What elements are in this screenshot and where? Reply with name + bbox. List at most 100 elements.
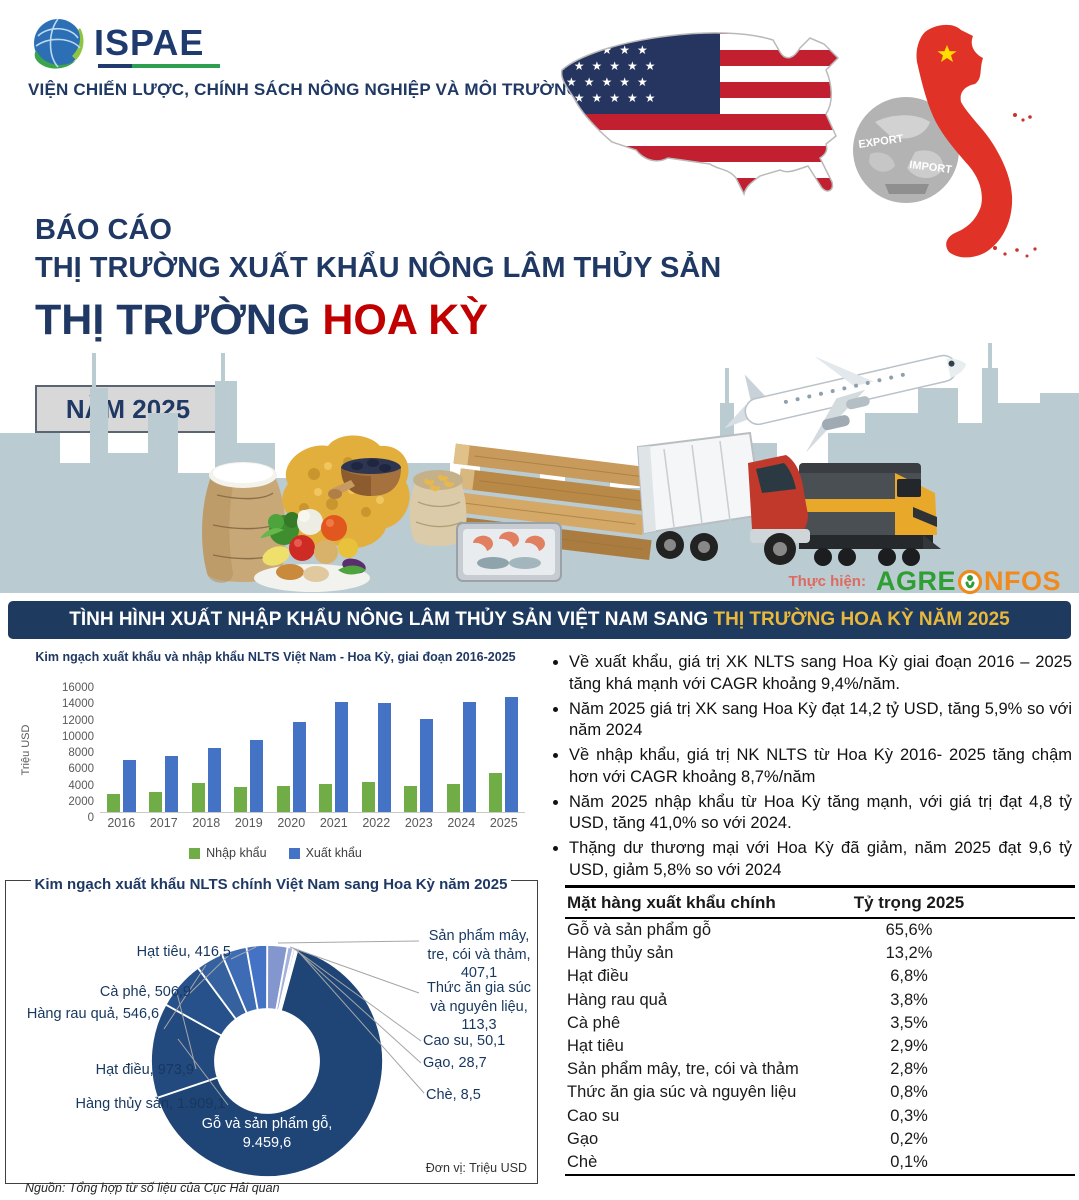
- logo-underline-navy: [98, 64, 132, 68]
- bar-group: [276, 682, 306, 812]
- summary-bullet: Về nhập khẩu, giá trị NK NLTS từ Hoa Kỳ …: [569, 745, 1072, 789]
- bar-nhập-khẩu: [404, 786, 418, 812]
- bar-chart-legend: Nhập khẩu Xuất khẩu: [18, 846, 533, 860]
- globe-import-label: IMPORT: [909, 159, 953, 176]
- bar-nhập-khẩu: [446, 784, 460, 812]
- source-note: Nguồn: Tổng hợp từ số liệu của Cục Hải q…: [25, 1181, 280, 1195]
- y-tick-label: 4000: [68, 779, 94, 792]
- banner-text-gold: THỊ TRƯỜNG HOA KỲ NĂM 2025: [713, 609, 1010, 630]
- donut-chart-panel: Kim ngạch xuất khẩu NLTS chính Việt Nam …: [5, 875, 538, 1184]
- donut-slice: [155, 948, 384, 1178]
- table-row: Hàng thủy sản 13,2%: [565, 942, 1075, 965]
- bar-group: [319, 682, 349, 812]
- section-banner: TÌNH HÌNH XUẤT NHẬP KHẨU NÔNG LÂM THỦY S…: [8, 601, 1071, 639]
- bar-nhập-khẩu: [106, 793, 120, 812]
- legend-swatch: [189, 847, 201, 859]
- bar-xuất-khẩu: [207, 748, 221, 812]
- bar-nhập-khẩu: [234, 787, 248, 812]
- x-tick-label: 2017: [149, 816, 178, 830]
- item-name-cell: Thức ăn gia súc và nguyên liệu: [567, 1083, 797, 1102]
- x-tick-label: 2024: [447, 816, 476, 830]
- y-tick-label: 6000: [68, 763, 94, 776]
- table-row: Hạt điều 6,8%: [565, 965, 1075, 988]
- share-value-cell: 2,8%: [890, 1060, 928, 1079]
- y-tick-label: 10000: [62, 730, 94, 743]
- table-row: Chè 0,1%: [565, 1151, 1075, 1177]
- donut-callout-label: Gạo, 28,7: [423, 1055, 487, 1071]
- bar-xuất-khẩu: [292, 722, 306, 812]
- item-name-cell: Cà phê: [567, 1013, 621, 1032]
- bar-chart-y-ticks: 0 2000 4000 6000 8000 10000 12000 14000 16000: [42, 682, 94, 824]
- y-tick-label: 16000: [62, 682, 94, 694]
- bar-group: [404, 682, 434, 812]
- legend-label: Nhập khẩu: [206, 846, 267, 860]
- share-value-cell: 3,5%: [890, 1013, 928, 1032]
- table-row: Hạt tiêu 2,9%: [565, 1035, 1075, 1058]
- title-market-prefix: THỊ TRƯỜNG: [35, 296, 323, 344]
- item-name-cell: Hạt điều: [567, 967, 629, 986]
- item-name-cell: Cao su: [567, 1106, 620, 1125]
- svg-text:★★★★★: ★★★★★: [566, 75, 655, 89]
- x-tick-label: 2020: [277, 816, 306, 830]
- summary-bullet: Thặng dư thương mại với Hoa Kỳ đã giảm, …: [569, 838, 1072, 882]
- legend-item: Nhập khẩu: [189, 846, 267, 860]
- share-value-cell: 0,3%: [890, 1106, 928, 1125]
- banner-text-white: TÌNH HÌNH XUẤT NHẬP KHẨU NÔNG LÂM THỦY S…: [69, 609, 714, 630]
- report-title-line1: BÁO CÁO: [35, 214, 172, 246]
- item-name-cell: Hàng rau quả: [567, 990, 667, 1009]
- table-header-share: Tỷ trọng 2025: [817, 886, 999, 919]
- bar-nhập-khẩu: [489, 773, 503, 812]
- svg-text:★★★★★★: ★★★★★★: [556, 59, 663, 73]
- table-row: Sản phẩm mây, tre, cói và thảm 2,8%: [565, 1058, 1075, 1081]
- y-tick-label: 2000: [68, 795, 94, 808]
- x-tick-label: 2022: [362, 816, 391, 830]
- credit-line: Thực hiện: AGRE NFOS: [788, 566, 1061, 597]
- freight-train-image: [799, 463, 941, 566]
- donut-callout-label: Hạt tiêu, 416,5: [136, 944, 231, 960]
- bar-chart-plot-area: [100, 682, 525, 813]
- y-tick-label: 12000: [62, 714, 94, 727]
- bar-xuất-khẩu: [165, 755, 179, 812]
- x-tick-label: 2016: [107, 816, 136, 830]
- share-value-cell: 2,9%: [890, 1037, 928, 1056]
- donut-callout-label: Thức ăn gia súc và nguyên liệu, 113,3: [426, 980, 531, 1034]
- logo-underline-green: [132, 64, 220, 68]
- bar-xuất-khẩu: [122, 760, 136, 812]
- donut-unit-note: Đơn vị: Triệu USD: [425, 1161, 527, 1175]
- legend-swatch: [288, 847, 300, 859]
- x-tick-label: 2021: [319, 816, 348, 830]
- brand-orange-part: NFOS: [983, 566, 1061, 596]
- vietnam-map-image: [916, 24, 1037, 258]
- bar-group: [149, 682, 179, 812]
- y-tick-label: 0: [87, 812, 94, 824]
- bar-chart-y-axis-label: Triệu USD: [20, 724, 32, 776]
- share-table: Mặt hàng xuất khẩu chính Tỷ trọng 2025 G…: [565, 885, 1075, 1177]
- table-header-row: Mặt hàng xuất khẩu chính Tỷ trọng 2025: [565, 886, 1075, 919]
- bar-xuất-khẩu: [377, 703, 391, 812]
- donut-callout-label: Hàng thủy sản, 1.909,1: [75, 1096, 226, 1112]
- table-row: Cà phê 3,5%: [565, 1012, 1075, 1035]
- bar-group: [106, 682, 136, 812]
- bar-chart-title: Kim ngạch xuất khẩu và nhập khẩu NLTS Vi…: [35, 650, 516, 664]
- donut-callout-label: Cà phê, 506,9: [99, 984, 191, 1000]
- share-value-cell: 0,2%: [890, 1129, 928, 1148]
- legend-item: Xuất khẩu: [288, 846, 362, 860]
- svg-text:★★★★★: ★★★★★: [566, 43, 655, 57]
- item-name-cell: Gỗ và sản phẩm gỗ: [567, 921, 712, 939]
- svg-text:★★★★★★: ★★★★★★: [556, 91, 663, 105]
- legend-label: Xuất khẩu: [305, 846, 362, 860]
- agreinfos-logo: AGRE NFOS: [876, 566, 1061, 597]
- table-row: Thức ăn gia súc và nguyên liệu 0,8%: [565, 1081, 1075, 1104]
- donut-center-label: Gỗ và sản phẩm gỗ, 9.459,6: [201, 1116, 333, 1151]
- table-header-item: Mặt hàng xuất khẩu chính: [565, 886, 817, 919]
- airplane-image: [724, 354, 967, 453]
- donut-callout-label: Cao su, 50,1: [423, 1033, 506, 1049]
- cargo-truck-image: [636, 431, 810, 565]
- table-row: Hàng rau quả 3,8%: [565, 989, 1075, 1012]
- donut-chart: [150, 944, 384, 1178]
- share-value-cell: 0,1%: [817, 1151, 999, 1177]
- x-tick-label: 2023: [404, 816, 433, 830]
- share-value-cell: 6,8%: [890, 967, 928, 986]
- trade-globe-image: EXPORT IMPORT: [853, 97, 959, 203]
